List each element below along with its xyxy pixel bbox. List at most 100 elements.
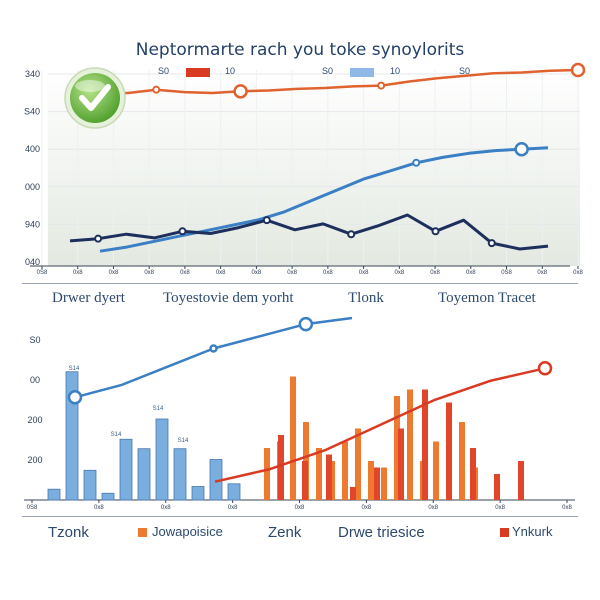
top-series-marker [412, 158, 421, 167]
top-series-marker [487, 239, 496, 248]
top-x-tick-label: 0x8 [394, 270, 404, 276]
legend-entry-1-tail: 10 [225, 66, 236, 76]
bottom-legend-c: Zenk [268, 524, 302, 541]
bottom-bar [459, 422, 465, 500]
bottom-bar [137, 448, 151, 501]
bottom-bar [155, 418, 169, 501]
bottom-bar [264, 448, 270, 500]
bottom-bar-value-label: S14 [153, 406, 164, 412]
legend-entry-2: S0 [322, 66, 334, 76]
middle-legend-center: Toyestovie dem yorht [163, 290, 294, 306]
top-series-marker [94, 234, 103, 243]
bottom-x-tick-label: 0x8 [495, 505, 505, 511]
top-series [69, 68, 579, 253]
bottom-y-tick-label: S0 [29, 335, 40, 345]
top-legend [186, 68, 374, 77]
legend-entry-3: S0 [459, 66, 471, 76]
bottom-bar [316, 448, 322, 500]
top-separator [22, 283, 578, 284]
top-x-tick-label: 0x8 [180, 270, 190, 276]
top-markers [94, 62, 586, 248]
bottom-bar [494, 474, 500, 500]
bottom-bar-value-label: S14 [178, 438, 189, 444]
top-x-tick-label: 0x8 [109, 270, 119, 276]
top-series-marker [233, 84, 248, 99]
bottom-bar [374, 467, 380, 500]
bottom-bar [355, 428, 361, 500]
bottom-bars [47, 371, 524, 501]
top-series-line-1 [100, 68, 579, 95]
top-x-tick-label: 0x8 [573, 270, 583, 276]
bottom-separator [22, 516, 578, 517]
top-series-marker [347, 230, 356, 239]
legend-swatch-red [186, 68, 210, 77]
middle-legend-right1: Tlonk [348, 290, 384, 306]
bottom-bar-labels: S14 S14 S14 S14 [69, 366, 189, 444]
bottom-trend-marker [298, 316, 314, 332]
top-series-marker [377, 81, 386, 90]
bottom-legend-e: Ynkurk [512, 524, 553, 539]
bottom-x-tick-label: 0x8 [161, 505, 171, 511]
bottom-legend-b: Jowapoisice [152, 524, 223, 539]
bottom-y-tick-label: 200 [27, 455, 42, 465]
bottom-x-tick-label: 0S8 [27, 505, 38, 511]
bottom-bar [227, 483, 241, 501]
bottom-trend-line-1 [74, 316, 353, 399]
bottom-x-tick-label: 0x8 [228, 505, 238, 511]
bottom-y-tick-label: 200 [27, 415, 42, 425]
top-x-tick-label: 0x8 [252, 270, 262, 276]
top-series-marker [152, 85, 161, 94]
bottom-legend-swatch-red [500, 528, 509, 537]
top-y-tick-label: S40 [24, 107, 40, 117]
top-x-tick-label: 0x8 [144, 270, 154, 276]
bottom-bar [394, 396, 400, 500]
bottom-bar [381, 467, 387, 500]
bottom-lines [67, 316, 553, 483]
top-series-marker [570, 62, 586, 78]
chart-title: Neptormarte rach you toke synoylorits [135, 40, 465, 60]
top-x-tick-label: 0x8 [287, 270, 297, 276]
top-series-marker [178, 227, 187, 236]
bottom-legend-d: Drwe triesice [338, 524, 425, 541]
bottom-bar [302, 461, 308, 500]
bottom-y-tick-label: 00 [30, 375, 40, 385]
bottom-bar [326, 454, 332, 500]
top-x-tick-label: 0S8 [37, 270, 48, 276]
legend-entry-4: S0 [410, 108, 411, 109]
top-x-tick-label: 0x8 [466, 270, 476, 276]
top-plot-background [48, 70, 580, 266]
bottom-bar [518, 461, 524, 500]
top-x-tick-label: 0x8 [537, 270, 547, 276]
top-x-tick-label: 0x8 [216, 270, 226, 276]
bottom-bar [101, 492, 115, 501]
bottom-bar [470, 448, 476, 500]
legend-swatch-blue [350, 68, 374, 77]
bottom-bar [278, 435, 284, 500]
top-series-marker [262, 216, 271, 225]
bottom-x-tick-label: 0x8 [295, 505, 305, 511]
top-series-line-2 [99, 146, 549, 253]
checkmark-badge-icon [64, 67, 126, 129]
top-x-tick-label: 0S8 [501, 270, 512, 276]
bottom-x-tick-label: 0x8 [362, 505, 372, 511]
bottom-bar [422, 389, 428, 500]
bottom-trend-marker [209, 344, 218, 353]
bottom-trend-marker [67, 390, 83, 405]
top-x-tick-label: 0x8 [430, 270, 440, 276]
bottom-bar [83, 469, 97, 501]
bottom-bar [446, 402, 452, 500]
top-y-tick-label: 940 [25, 219, 40, 229]
bottom-bar [407, 389, 413, 500]
top-y-tick-label: 400 [25, 144, 40, 154]
bottom-bar [191, 486, 205, 501]
top-y-tick-label: 340 [25, 69, 40, 79]
bottom-bar [47, 488, 61, 501]
bottom-axis: S0 00 200 200 0S8 0x8 0x8 0x8 0x8 0x8 0x8 0x8 0x8 [24, 335, 575, 511]
top-x-tick-label: 0x8 [359, 270, 369, 276]
bottom-trend-line-2 [214, 367, 546, 483]
middle-legend-left: Drwer dyert [52, 290, 125, 306]
bottom-bar [433, 441, 439, 500]
legend-entry-2-tail: 10 [390, 66, 401, 76]
top-y-tick-label: 040 [25, 257, 40, 267]
